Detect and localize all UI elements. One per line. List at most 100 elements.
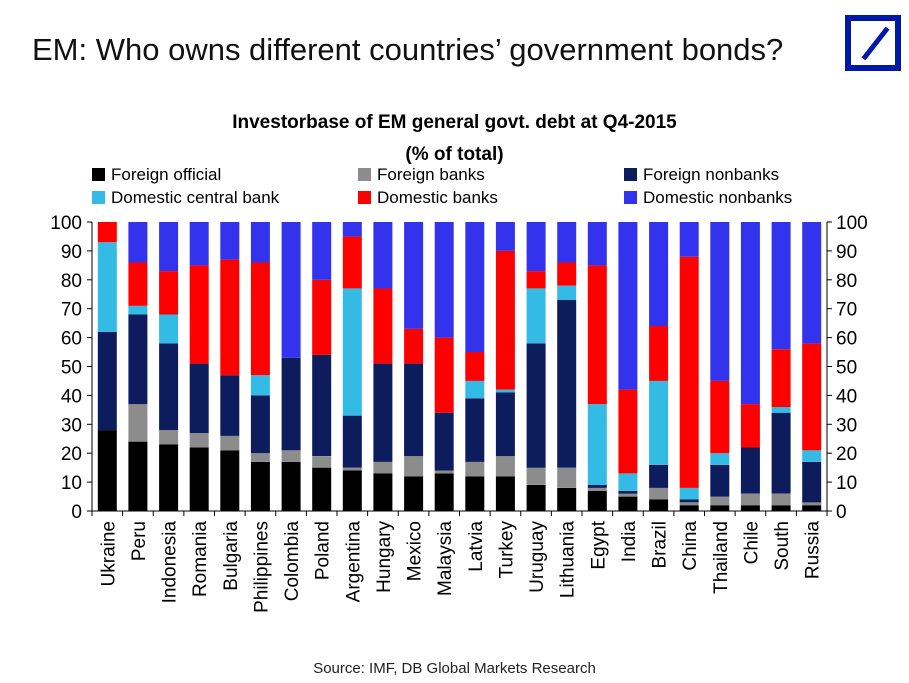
bar-segment-mexico-1 xyxy=(404,456,424,477)
x-tick-label-egypt: Egypt xyxy=(588,520,609,569)
bar-segment-bulgaria-5 xyxy=(220,222,240,260)
legend-label: Foreign nonbanks xyxy=(643,165,780,184)
x-tick-label-uruguay: Uruguay xyxy=(527,521,548,593)
y-tick-label-left: 100 xyxy=(50,213,82,234)
y-tick-label-left: 80 xyxy=(61,271,82,292)
bar-segment-ukraine-0 xyxy=(97,430,117,511)
x-tick-label-malaysia: Malaysia xyxy=(435,521,456,596)
bar-segment-thailand-3 xyxy=(710,453,730,465)
bar-segment-egypt-4 xyxy=(587,265,607,405)
bar-segment-colombia-1 xyxy=(281,450,301,462)
legend-swatch xyxy=(624,191,637,205)
bar-segment-philippines-3 xyxy=(250,375,270,396)
x-tick-label-lithuania: Lithuania xyxy=(558,521,579,599)
bar-segment-lithuania-2 xyxy=(557,300,577,468)
bar-segment-brazil-4 xyxy=(649,326,669,381)
bar-segment-turkey-1 xyxy=(495,456,515,477)
bar-segment-malaysia-1 xyxy=(434,470,454,474)
page-title: EM: Who owns different countries’ govern… xyxy=(32,32,784,67)
bar-segment-latvia-0 xyxy=(465,476,485,511)
bar-segment-bulgaria-2 xyxy=(220,375,240,436)
bar-segment-uruguay-4 xyxy=(526,271,546,289)
x-tick-label-south: South xyxy=(772,521,793,571)
bar-segment-poland-0 xyxy=(312,467,332,511)
bar-segment-uruguay-3 xyxy=(526,288,546,344)
legend-label: Domestic central bank xyxy=(111,188,280,207)
bar-segment-romania-4 xyxy=(189,265,209,364)
bar-segment-lithuania-3 xyxy=(557,285,577,300)
bar-segment-egypt-0 xyxy=(587,490,607,511)
bar-segment-philippines-4 xyxy=(250,262,270,376)
bar-segment-hungary-2 xyxy=(373,363,393,462)
y-tick-label-left: 60 xyxy=(61,329,82,350)
legend-item-foreign-banks: Foreign banks xyxy=(358,165,485,185)
bar-segment-ukraine-3 xyxy=(97,242,117,332)
x-tick-label-russia: Russia xyxy=(803,521,824,580)
bar-segment-egypt-5 xyxy=(587,222,607,266)
bar-segment-south-4 xyxy=(771,349,791,407)
bar-segment-indonesia-5 xyxy=(159,222,179,272)
bar-segment-india-1 xyxy=(618,493,638,497)
x-tick-label-turkey: Turkey xyxy=(496,521,517,579)
bar-segment-thailand-5 xyxy=(710,222,730,381)
bar-segment-latvia-1 xyxy=(465,461,485,477)
bar-segment-mexico-5 xyxy=(404,222,424,329)
bar-segment-brazil-2 xyxy=(649,464,669,488)
bar-segment-malaysia-5 xyxy=(434,222,454,338)
bar-segment-ukraine-2 xyxy=(97,331,117,431)
y-tick-label-right: 10 xyxy=(836,473,857,494)
y-tick-label-left: 10 xyxy=(61,473,82,494)
bar-segment-argentina-5 xyxy=(342,222,362,237)
bar-segment-egypt-3 xyxy=(587,404,607,485)
y-tick-label-right: 30 xyxy=(836,415,857,436)
y-tick-label-right: 20 xyxy=(836,444,857,465)
legend-label: Foreign official xyxy=(111,165,222,184)
chart-subtitle: (% of total) xyxy=(405,144,504,165)
bar-segment-peru-2 xyxy=(128,314,148,405)
bar-segment-mexico-4 xyxy=(404,328,424,364)
bar-segment-uruguay-2 xyxy=(526,343,546,468)
bar-segment-latvia-2 xyxy=(465,398,485,462)
bar-segment-argentina-2 xyxy=(342,415,362,468)
bar-segment-russia-1 xyxy=(802,502,822,506)
bar-segment-egypt-2 xyxy=(587,485,607,488)
x-tick-label-colombia: Colombia xyxy=(282,521,303,602)
bar-segment-poland-4 xyxy=(312,279,332,355)
bar-segment-india-4 xyxy=(618,389,638,474)
bar-segment-peru-3 xyxy=(128,305,148,315)
bar-segment-china-3 xyxy=(679,487,699,500)
bar-segment-malaysia-4 xyxy=(434,337,454,413)
bar-segment-latvia-4 xyxy=(465,352,485,381)
y-tick-label-left: 90 xyxy=(61,242,82,263)
y-tick-label-left: 50 xyxy=(61,358,82,379)
bar-segment-south-3 xyxy=(771,407,791,413)
legend-label: Domestic nonbanks xyxy=(643,188,793,207)
bar-segment-uruguay-1 xyxy=(526,467,546,485)
bar-segment-chile-4 xyxy=(740,404,760,448)
bar-segment-peru-5 xyxy=(128,222,148,263)
x-tick-label-poland: Poland xyxy=(313,521,334,580)
bar-segment-romania-5 xyxy=(189,222,209,266)
bar-segment-philippines-1 xyxy=(250,453,270,462)
bar-segment-chile-0 xyxy=(740,505,760,511)
legend-swatch xyxy=(358,191,371,205)
bar-segment-turkey-2 xyxy=(495,392,515,457)
x-tick-label-romania: Romania xyxy=(190,521,211,597)
bar-segment-bulgaria-0 xyxy=(220,450,240,511)
y-tick-label-right: 0 xyxy=(836,502,847,523)
bar-segment-south-0 xyxy=(771,505,791,511)
bar-segment-mexico-0 xyxy=(404,476,424,511)
bar-segment-romania-2 xyxy=(189,363,209,433)
bar-segment-brazil-3 xyxy=(649,380,669,465)
bar-segment-south-1 xyxy=(771,493,791,506)
legend-swatch xyxy=(92,168,105,182)
bar-segment-hungary-1 xyxy=(373,461,393,474)
legend-item-domestic-nonbanks: Domestic nonbanks xyxy=(624,188,792,208)
bar-segment-lithuania-4 xyxy=(557,262,577,286)
x-tick-label-mexico: Mexico xyxy=(405,521,426,581)
bar-segment-latvia-3 xyxy=(465,380,485,399)
bar-segment-argentina-4 xyxy=(342,236,362,289)
bar-segment-poland-1 xyxy=(312,456,332,468)
y-tick-label-right: 60 xyxy=(836,329,857,350)
